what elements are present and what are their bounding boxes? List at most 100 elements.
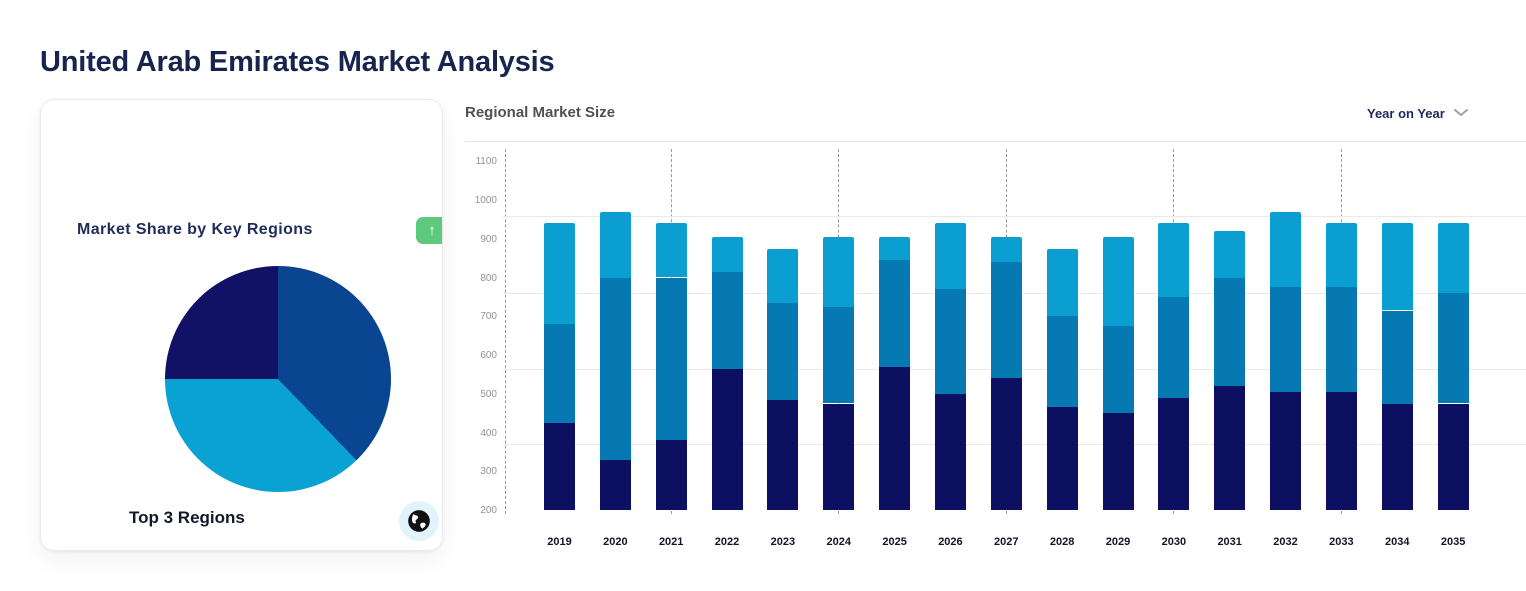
bar-2026[interactable] (934, 142, 966, 510)
bar-segment-region-1[interactable] (1325, 223, 1357, 288)
bar-2027[interactable] (990, 142, 1022, 510)
arrow-up-icon: ↑ (428, 222, 436, 239)
bar-segment-region-3[interactable] (655, 440, 687, 510)
bar-segment-region-3[interactable] (1270, 391, 1302, 510)
bar-2021[interactable] (655, 142, 687, 510)
bar-segment-region-1[interactable] (1046, 248, 1078, 317)
bar-2034[interactable] (1381, 142, 1413, 510)
market-share-pie-chart[interactable] (165, 266, 391, 492)
bar-2023[interactable] (767, 142, 799, 510)
bar-segment-region-3[interactable] (1437, 403, 1469, 510)
bar-segment-region-1[interactable] (1214, 231, 1246, 278)
bar-2028[interactable] (1046, 142, 1078, 510)
bar-segment-region-1[interactable] (934, 223, 966, 290)
bar-2020[interactable] (599, 142, 631, 510)
y-tick-label: 700 (480, 311, 497, 323)
x-axis-label: 2035 (1440, 536, 1466, 548)
bar-segment-region-1[interactable] (990, 236, 1022, 263)
y-tick-label: 400 (480, 427, 497, 439)
section-title: Regional Market Size (465, 104, 616, 121)
bar-segment-region-2[interactable] (711, 271, 743, 369)
bar-segment-region-2[interactable] (544, 324, 575, 423)
bar-2019[interactable] (544, 142, 575, 510)
bar-segment-region-3[interactable] (544, 422, 575, 510)
card-title: Market Share by Key Regions (77, 221, 313, 238)
bar-segment-region-2[interactable] (879, 260, 911, 367)
bar-2032[interactable] (1270, 142, 1302, 510)
x-axis-label: 2022 (714, 536, 740, 548)
bar-segment-region-2[interactable] (1158, 296, 1190, 398)
bar-segment-region-1[interactable] (655, 223, 687, 278)
export-up-button[interactable]: ↑ (416, 217, 442, 244)
bar-segment-region-2[interactable] (1102, 326, 1134, 414)
bar-segment-region-2[interactable] (934, 289, 966, 394)
bar-2024[interactable] (823, 142, 855, 510)
x-axis-label: 2030 (1161, 536, 1187, 548)
bar-segment-region-1[interactable] (823, 236, 855, 307)
x-axis-label: 2021 (658, 536, 684, 548)
y-tick-label: 200 (480, 505, 497, 516)
bar-plot: 200 300 400 500 600 700 800 900 1000 1100 2019 2020… (465, 141, 1526, 560)
bar-segment-region-1[interactable] (599, 211, 631, 278)
bar-segment-region-3[interactable] (934, 393, 966, 510)
bar-2022[interactable] (711, 142, 743, 510)
market-share-card: Market Share by Key Regions ↑ Top 3 Regi… (40, 99, 443, 551)
bar-segment-region-3[interactable] (1046, 407, 1078, 510)
bar-segment-region-2[interactable] (1325, 287, 1357, 392)
x-axis-label: 2032 (1273, 536, 1298, 548)
y-tick-label: 1100 (475, 156, 497, 168)
bar-segment-region-3[interactable] (599, 459, 631, 510)
bar-segment-region-2[interactable] (1270, 287, 1302, 392)
bar-segment-region-2[interactable] (1437, 293, 1469, 404)
bar-segment-region-3[interactable] (767, 399, 799, 510)
x-axis-label: 2024 (826, 536, 851, 548)
globe-icon-badge (399, 501, 439, 541)
bar-segment-region-3[interactable] (711, 368, 743, 510)
bar-segment-region-1[interactable] (1437, 223, 1469, 293)
year-on-year-dropdown[interactable]: Year on Year (1367, 103, 1469, 123)
bar-segment-region-1[interactable] (1102, 236, 1134, 326)
x-axis-label: 2025 (882, 536, 907, 548)
top-regions-heading: Top 3 Regions (129, 508, 245, 527)
x-axis-label: 2028 (1049, 536, 1075, 548)
bar-segment-region-3[interactable] (1102, 413, 1134, 510)
x-axis-label: 2033 (1329, 536, 1354, 548)
bar-segment-region-3[interactable] (1325, 391, 1357, 510)
bar-segment-region-1[interactable] (544, 223, 575, 324)
bar-segment-region-1[interactable] (711, 236, 743, 272)
bar-segment-region-3[interactable] (1381, 403, 1413, 510)
x-axis-label: 2031 (1217, 536, 1242, 548)
chevron-down-icon (1453, 109, 1468, 116)
bar-segment-region-3[interactable] (1214, 386, 1246, 510)
bar-segment-region-2[interactable] (1381, 310, 1413, 404)
bar-segment-region-2[interactable] (599, 277, 631, 460)
bar-segment-region-3[interactable] (879, 366, 911, 510)
bar-segment-region-1[interactable] (1381, 223, 1413, 311)
y-tick-label: 900 (480, 233, 497, 245)
bar-segment-region-1[interactable] (1158, 223, 1190, 297)
bar-segment-region-3[interactable] (1158, 397, 1190, 510)
bar-2030[interactable] (1158, 142, 1190, 510)
bar-2031[interactable] (1214, 142, 1246, 510)
y-tick-label: 1000 (474, 195, 497, 207)
bar-segment-region-3[interactable] (990, 378, 1022, 510)
bar-segment-region-2[interactable] (767, 302, 799, 400)
bar-segment-region-2[interactable] (1214, 277, 1246, 387)
bar-2033[interactable] (1325, 142, 1357, 510)
bar-2025[interactable] (879, 142, 911, 510)
bar-2035[interactable] (1437, 142, 1469, 510)
x-axis-label: 2034 (1385, 536, 1410, 548)
bar-segment-region-2[interactable] (990, 262, 1022, 379)
bar-segment-region-1[interactable] (879, 236, 911, 261)
bar-segment-region-2[interactable] (655, 277, 687, 441)
bar-segment-region-1[interactable] (767, 248, 799, 303)
bar-segment-region-2[interactable] (1046, 316, 1078, 408)
bar-segment-region-3[interactable] (823, 403, 855, 510)
bar-segment-region-2[interactable] (823, 306, 855, 404)
bar-segment-region-1[interactable] (1270, 211, 1302, 288)
y-axis-dashed-line (504, 149, 506, 514)
bar-2029[interactable] (1102, 142, 1134, 510)
x-axis-label: 2026 (938, 536, 963, 548)
page-title: United Arab Emirates Market Analysis (40, 46, 555, 78)
